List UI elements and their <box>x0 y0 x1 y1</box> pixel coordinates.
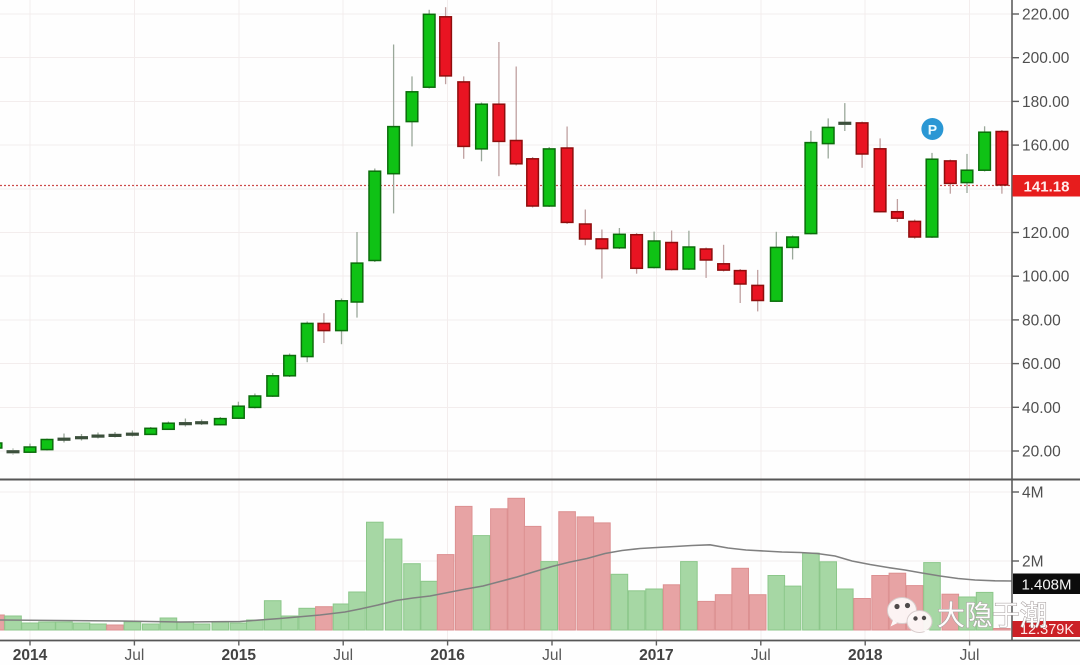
svg-text:2M: 2M <box>1022 554 1044 571</box>
svg-text:2015: 2015 <box>222 647 257 664</box>
svg-text:Jul: Jul <box>751 647 771 664</box>
svg-text:160.00: 160.00 <box>1022 138 1070 155</box>
svg-text:大隐于潮: 大隐于潮 <box>937 600 1047 631</box>
svg-text:100.00: 100.00 <box>1022 269 1070 286</box>
svg-text:2014: 2014 <box>13 647 48 664</box>
svg-text:80.00: 80.00 <box>1022 312 1061 329</box>
svg-text:180.00: 180.00 <box>1022 94 1070 111</box>
svg-text:40.00: 40.00 <box>1022 400 1061 417</box>
svg-text:2016: 2016 <box>430 647 465 664</box>
svg-text:2018: 2018 <box>848 647 883 664</box>
svg-text:141.18: 141.18 <box>1024 179 1070 196</box>
svg-text:Jul: Jul <box>960 647 980 664</box>
svg-text:Jul: Jul <box>542 647 562 664</box>
svg-text:2017: 2017 <box>639 647 673 664</box>
svg-text:Jul: Jul <box>333 647 353 664</box>
svg-text:220.00: 220.00 <box>1022 7 1070 24</box>
svg-text:60.00: 60.00 <box>1022 356 1061 373</box>
svg-text:20.00: 20.00 <box>1022 444 1061 461</box>
svg-text:Jul: Jul <box>124 647 144 664</box>
svg-text:12.379K: 12.379K <box>1020 622 1074 638</box>
svg-text:120.00: 120.00 <box>1022 225 1070 242</box>
svg-text:P: P <box>928 122 937 138</box>
svg-text:4M: 4M <box>1022 485 1044 502</box>
svg-text:1.408M: 1.408M <box>1021 577 1071 594</box>
svg-text:200.00: 200.00 <box>1022 50 1070 67</box>
